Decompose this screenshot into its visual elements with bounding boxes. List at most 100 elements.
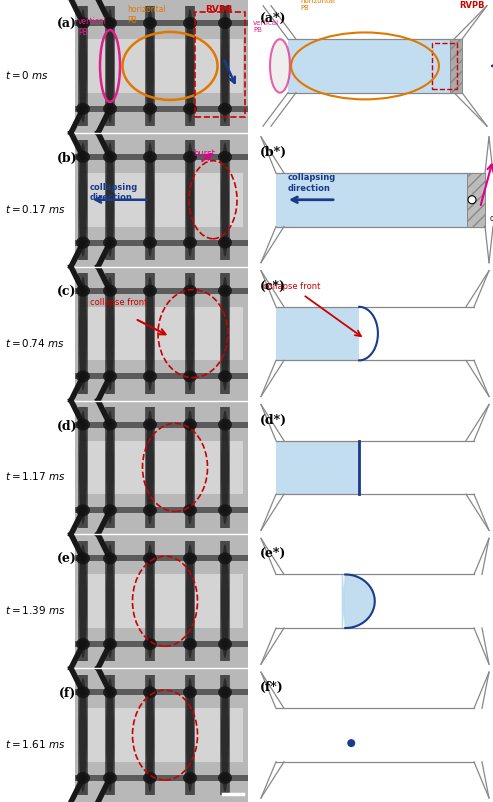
- Ellipse shape: [186, 277, 194, 391]
- Bar: [145, 541, 155, 662]
- Bar: [106, 6, 114, 127]
- Bar: [80, 174, 243, 227]
- Bar: [185, 541, 195, 662]
- Bar: [220, 407, 230, 528]
- Bar: [220, 675, 230, 796]
- Ellipse shape: [221, 678, 229, 792]
- Bar: [79, 675, 87, 796]
- Bar: [79, 140, 87, 261]
- Ellipse shape: [218, 152, 232, 164]
- Ellipse shape: [103, 687, 117, 699]
- Bar: [185, 274, 195, 395]
- Bar: [106, 140, 114, 261]
- Bar: [145, 541, 154, 662]
- Bar: [220, 675, 230, 796]
- Bar: [78, 407, 88, 528]
- Bar: [145, 407, 155, 528]
- Ellipse shape: [218, 237, 232, 249]
- Ellipse shape: [103, 371, 117, 383]
- Bar: [75, 422, 248, 428]
- Text: crack: crack: [490, 214, 493, 223]
- Bar: [78, 675, 88, 796]
- Bar: [276, 307, 359, 361]
- Ellipse shape: [218, 286, 232, 298]
- Bar: [146, 140, 154, 261]
- Ellipse shape: [218, 687, 232, 699]
- Ellipse shape: [106, 10, 114, 124]
- Bar: [105, 274, 115, 395]
- Ellipse shape: [79, 411, 87, 525]
- Bar: [221, 675, 229, 796]
- Text: (e): (e): [57, 553, 77, 565]
- Text: vertical
PB: vertical PB: [253, 20, 279, 33]
- Text: (d*): (d*): [260, 413, 287, 426]
- Ellipse shape: [143, 286, 157, 298]
- Bar: [220, 6, 230, 127]
- Bar: [145, 407, 155, 528]
- Bar: [78, 675, 88, 796]
- Bar: [220, 675, 230, 796]
- Text: $t = 1.17$ ms: $t = 1.17$ ms: [5, 470, 66, 482]
- Bar: [145, 6, 155, 127]
- Bar: [78, 407, 88, 528]
- Ellipse shape: [146, 411, 154, 525]
- Bar: [75, 668, 248, 802]
- Bar: [145, 541, 154, 662]
- Bar: [145, 6, 155, 127]
- Bar: [79, 274, 87, 395]
- Bar: [78, 6, 88, 127]
- Bar: [78, 675, 88, 796]
- Bar: [185, 675, 195, 796]
- Bar: [220, 541, 230, 662]
- Bar: [80, 441, 243, 495]
- Bar: [145, 407, 154, 528]
- Bar: [145, 6, 154, 127]
- Bar: [145, 140, 155, 261]
- Bar: [186, 6, 194, 127]
- Bar: [185, 407, 195, 528]
- Bar: [220, 6, 230, 127]
- Ellipse shape: [143, 18, 157, 30]
- Circle shape: [468, 196, 476, 205]
- Bar: [146, 675, 154, 796]
- Bar: [78, 274, 88, 395]
- Bar: [78, 6, 88, 127]
- Bar: [186, 541, 194, 662]
- Bar: [79, 541, 87, 662]
- Ellipse shape: [76, 419, 90, 431]
- Bar: [185, 6, 195, 127]
- Bar: [78, 675, 88, 796]
- Ellipse shape: [143, 553, 157, 565]
- Text: burst: burst: [193, 149, 215, 158]
- Text: (c*): (c*): [260, 279, 286, 292]
- Ellipse shape: [103, 772, 117, 784]
- Bar: [75, 21, 248, 27]
- Ellipse shape: [76, 772, 90, 784]
- Bar: [220, 6, 230, 127]
- Bar: [78, 675, 88, 796]
- Bar: [105, 6, 115, 127]
- Bar: [220, 675, 230, 796]
- Bar: [185, 541, 195, 662]
- Bar: [146, 6, 154, 127]
- Bar: [220, 541, 230, 662]
- Ellipse shape: [218, 772, 232, 784]
- Ellipse shape: [146, 678, 154, 792]
- Bar: [106, 407, 114, 528]
- Bar: [75, 155, 248, 160]
- Bar: [106, 140, 114, 261]
- Ellipse shape: [183, 371, 197, 383]
- Bar: [185, 541, 195, 662]
- Bar: [185, 541, 195, 662]
- Bar: [78, 274, 88, 395]
- Bar: [145, 675, 155, 796]
- Bar: [185, 140, 195, 261]
- Bar: [145, 274, 154, 395]
- Bar: [220, 140, 230, 261]
- Ellipse shape: [218, 103, 232, 115]
- Bar: [220, 140, 230, 261]
- Text: (d): (d): [57, 419, 77, 432]
- Bar: [78, 140, 88, 261]
- Bar: [221, 140, 229, 261]
- Ellipse shape: [270, 40, 290, 94]
